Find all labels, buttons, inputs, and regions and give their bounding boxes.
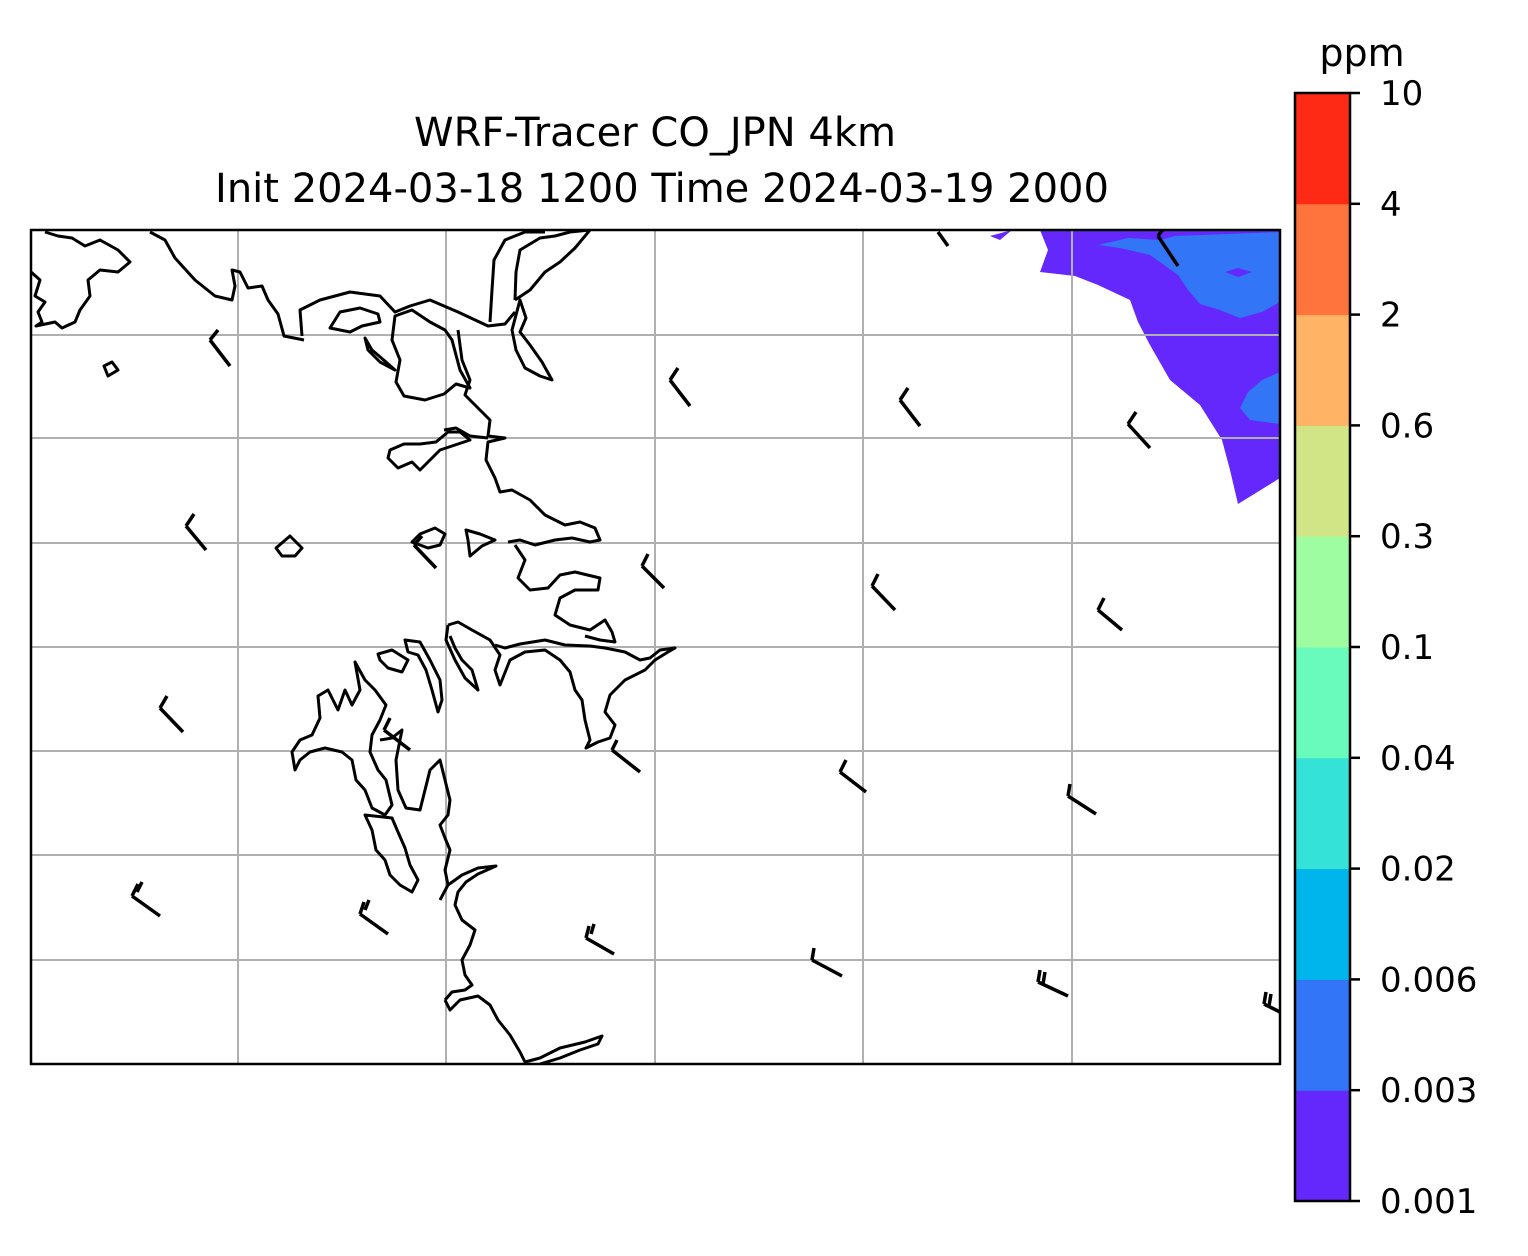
wind-barb bbox=[1036, 969, 1069, 998]
wind-barb bbox=[936, 230, 950, 248]
tracer-fill-low-patch bbox=[990, 230, 1012, 240]
wind-barb bbox=[898, 387, 922, 428]
colorbar-tick-label: 4 bbox=[1380, 185, 1402, 225]
tracer-fill bbox=[990, 230, 1280, 504]
wind-barb bbox=[382, 717, 412, 752]
colorbar-segment bbox=[1295, 93, 1350, 205]
wind-barb bbox=[668, 367, 692, 408]
colorbar-segment bbox=[1295, 536, 1350, 648]
colorbar-segment bbox=[1295, 1090, 1350, 1202]
wind-barb bbox=[640, 553, 666, 590]
colorbar-segment bbox=[1295, 314, 1350, 426]
wind-barb bbox=[838, 759, 868, 794]
wind-barb bbox=[870, 573, 897, 612]
colorbar-segment bbox=[1295, 757, 1350, 870]
wind-barb bbox=[412, 534, 438, 570]
colorbar-tick-label: 0.003 bbox=[1380, 1071, 1477, 1111]
colorbar-unit: ppm bbox=[1319, 31, 1404, 75]
gridlines bbox=[31, 230, 1280, 1064]
wind-barb bbox=[610, 739, 642, 774]
colorbar-segment bbox=[1295, 868, 1350, 980]
colorbar-segment bbox=[1295, 647, 1350, 759]
wind-barb bbox=[208, 328, 232, 368]
colorbar-segment bbox=[1295, 425, 1350, 537]
colorbar-tick-label: 0.001 bbox=[1380, 1182, 1477, 1222]
wind-barb bbox=[1156, 230, 1180, 267]
wind-barb bbox=[358, 899, 390, 936]
tracer-fill-low-spot bbox=[1225, 268, 1252, 277]
wind-barb bbox=[1262, 991, 1280, 1014]
colorbar-tick-label: 0.04 bbox=[1380, 739, 1456, 779]
colorbar-ticks: 0.001 0.003 0.006 0.02 0.04 0.1 0.3 0.6 2 4 10 bbox=[1350, 74, 1477, 1222]
wind-barb bbox=[158, 695, 185, 734]
wind-barb bbox=[184, 513, 208, 552]
wind-barb bbox=[1096, 597, 1124, 632]
chart-subtitle: Init 2024-03-18 1200 Time 2024-03-19 200… bbox=[215, 166, 1109, 212]
colorbar-tick-label: 0.1 bbox=[1380, 628, 1434, 668]
coastline bbox=[31, 230, 677, 1064]
colorbar: ppm 0.001 0.003 0.006 0.02 0.04 0.1 0.3 0.6 2 4 10 bbox=[1293, 31, 1477, 1222]
colorbar-tick-label: 0.6 bbox=[1380, 406, 1434, 446]
wind-barb bbox=[1066, 783, 1097, 816]
colorbar-tick-label: 10 bbox=[1380, 74, 1423, 114]
chart-title: WRF-Tracer CO_JPN 4km bbox=[414, 110, 896, 156]
wind-barb bbox=[810, 947, 843, 978]
map-panel bbox=[29, 228, 1282, 1066]
tracer-fill-mid bbox=[1098, 232, 1280, 318]
colorbar-tick-label: 2 bbox=[1380, 296, 1402, 336]
wind-barb bbox=[584, 923, 615, 956]
colorbar-tick-label: 0.006 bbox=[1380, 960, 1477, 1000]
colorbar-segment bbox=[1295, 203, 1350, 316]
wind-barbs bbox=[130, 230, 1280, 1014]
colorbar-tick-label: 0.3 bbox=[1380, 517, 1434, 557]
map-frame bbox=[29, 228, 1282, 1066]
colorbar-tick-label: 0.02 bbox=[1380, 850, 1456, 890]
wind-barb bbox=[130, 881, 162, 918]
tracer-fill-mid-patch bbox=[1240, 372, 1280, 424]
colorbar-segment bbox=[1295, 979, 1350, 1091]
colorbar-segments bbox=[1295, 93, 1350, 1202]
wind-barb bbox=[1126, 411, 1152, 450]
